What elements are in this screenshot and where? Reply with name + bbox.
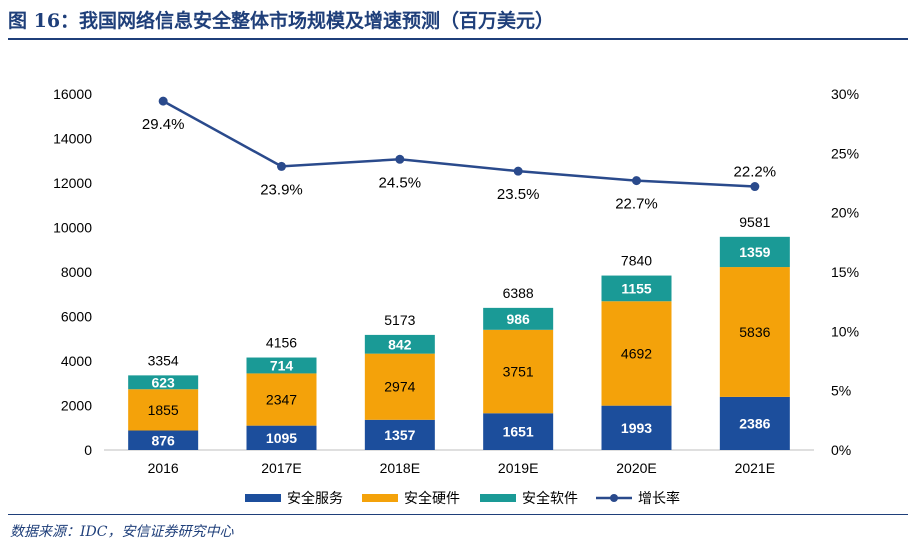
data-label-hardware: 4692	[621, 345, 652, 361]
x-tick-label: 2016	[148, 460, 179, 476]
x-tick-label: 2020E	[616, 460, 656, 476]
growth-rate-label: 23.9%	[260, 181, 303, 198]
y-right-tick-label: 25%	[831, 145, 859, 161]
y-right-tick-label: 5%	[831, 383, 851, 399]
growth-rate-point	[395, 154, 405, 164]
data-label-software: 623	[151, 374, 175, 390]
y-right-tick-label: 15%	[831, 264, 859, 280]
y-left-tick-label: 16000	[53, 86, 92, 102]
data-label-service: 1095	[266, 430, 297, 446]
y-left-tick-label: 12000	[53, 175, 92, 191]
bar-segment-service	[483, 413, 554, 450]
bar-segment-hardware	[128, 389, 199, 431]
data-label-software: 714	[270, 357, 294, 373]
bar-segment-hardware	[364, 353, 435, 420]
data-label-hardware: 3751	[503, 364, 534, 380]
growth-rate-point	[513, 166, 523, 176]
y-right-tick-label: 30%	[831, 86, 859, 102]
growth-rate-label: 22.2%	[734, 164, 777, 181]
y-left-tick-label: 2000	[61, 398, 92, 414]
data-label-hardware: 1855	[148, 402, 179, 418]
bar-segment-hardware	[483, 329, 554, 414]
title-divider	[8, 38, 908, 40]
data-label-software: 1155	[621, 280, 652, 296]
data-label-hardware: 2974	[384, 379, 415, 395]
total-label: 9581	[739, 214, 770, 230]
legend-swatch	[362, 494, 398, 502]
bar-segment-hardware	[719, 267, 790, 397]
data-label-software: 842	[388, 336, 412, 352]
growth-rate-line	[162, 100, 755, 188]
y-left-tick-label: 0	[84, 442, 92, 458]
growth-rate-point	[632, 176, 641, 186]
data-label-service: 876	[151, 432, 175, 448]
legend-line-marker	[610, 494, 618, 502]
bar-segment-service	[601, 405, 672, 450]
x-tick-label: 2019E	[498, 460, 538, 476]
growth-rate-label: 24.5%	[379, 174, 422, 191]
legend-swatch	[480, 494, 516, 502]
y-left-tick-label: 6000	[61, 309, 92, 325]
data-label-software: 986	[506, 311, 530, 327]
data-label-hardware: 2347	[266, 392, 297, 408]
bar-segment-software	[601, 275, 672, 302]
bar-segment-service	[128, 430, 199, 450]
y-right-tick-label: 10%	[831, 323, 859, 339]
y-left-tick-label: 14000	[53, 131, 92, 147]
source-divider	[8, 514, 908, 515]
x-tick-label: 2017E	[261, 460, 301, 476]
data-label-service: 1357	[384, 427, 415, 443]
y-left-tick-label: 10000	[53, 220, 92, 236]
figure-title: 图 16：我国网络信息安全整体市场规模及增速预测（百万美元）	[8, 10, 555, 32]
growth-rate-label: 29.4%	[142, 116, 185, 133]
total-label: 5173	[384, 312, 415, 328]
bar-segment-software	[246, 357, 317, 374]
growth-rate-label: 22.7%	[615, 196, 658, 213]
total-label: 7840	[621, 253, 652, 269]
growth-rate-point	[277, 161, 286, 171]
legend-label: 安全软件	[522, 490, 578, 506]
bar-segment-service	[719, 396, 790, 450]
bar-segment-hardware	[601, 301, 672, 406]
y-left-tick-label: 4000	[61, 353, 92, 369]
data-label-software: 1359	[739, 244, 770, 260]
y-right-tick-label: 20%	[831, 205, 859, 221]
y-left-tick-label: 8000	[61, 264, 92, 280]
growth-rate-point	[750, 182, 760, 192]
total-label: 3354	[148, 352, 179, 368]
bar-segment-software	[483, 307, 554, 330]
bar-segment-software	[719, 236, 790, 268]
data-label-service: 1651	[503, 424, 534, 440]
data-label-service: 1993	[621, 420, 652, 436]
growth-rate-label: 23.5%	[497, 186, 540, 203]
bar-segment-hardware	[246, 373, 317, 426]
x-tick-label: 2018E	[380, 460, 420, 476]
legend-label: 增长率	[638, 490, 680, 506]
source-note: 数据来源：IDC，安信证券研究中心	[10, 524, 234, 540]
total-label: 6388	[503, 285, 534, 301]
legend-label: 安全硬件	[404, 490, 460, 506]
data-label-service: 2386	[739, 415, 770, 431]
legend-swatch	[245, 494, 281, 502]
bar-segment-software	[364, 334, 435, 354]
x-tick-label: 2021E	[735, 460, 775, 476]
bar-segment-software	[128, 375, 199, 390]
y-right-tick-label: 0%	[831, 442, 851, 458]
bar-segment-service	[246, 425, 317, 450]
legend-label: 安全服务	[287, 490, 343, 506]
growth-rate-point	[158, 96, 168, 106]
bar-segment-service	[364, 419, 435, 450]
data-label-hardware: 5836	[739, 324, 770, 340]
total-label: 4156	[266, 335, 297, 351]
